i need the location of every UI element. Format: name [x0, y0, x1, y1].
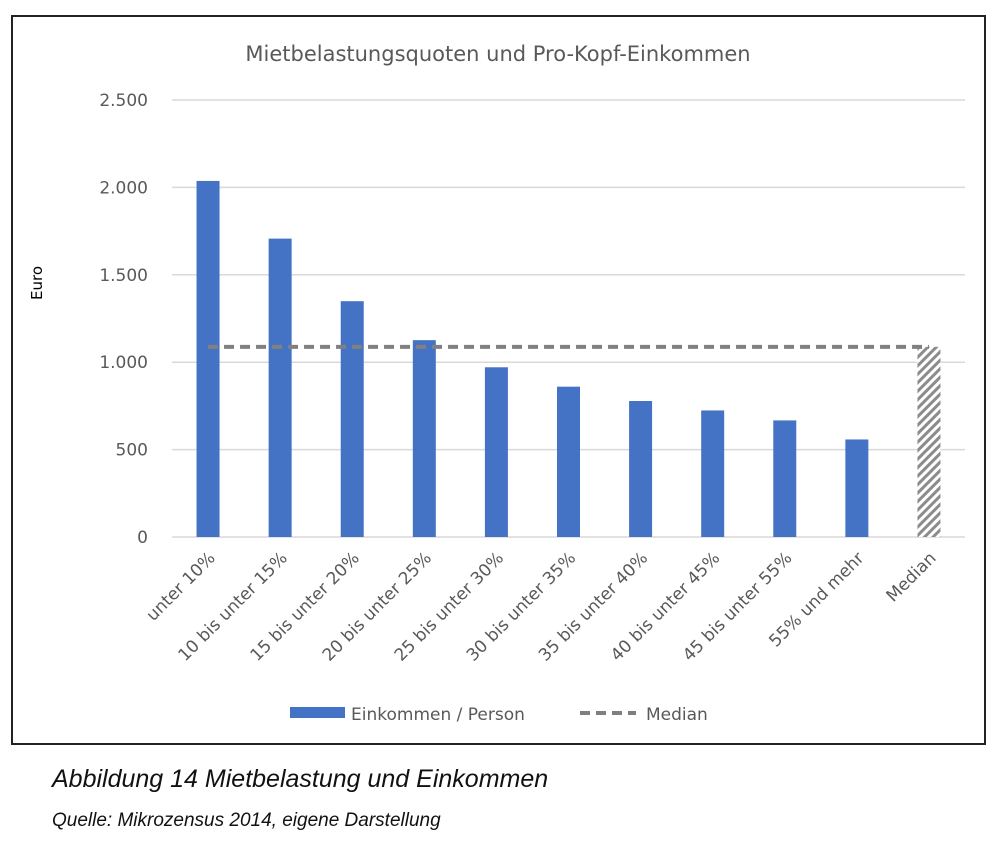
y-tick-label: 2.500 [99, 91, 148, 111]
chart-title: Mietbelastungsquoten und Pro-Kopf-Einkom… [245, 42, 750, 66]
y-tick-label: 2.000 [99, 178, 148, 198]
y-tick-label: 500 [116, 441, 148, 461]
chart: Mietbelastungsquoten und Pro-Kopf-Einkom… [28, 42, 965, 725]
legend-swatch-bar [290, 707, 345, 718]
figure-caption: Abbildung 14 Mietbelastung und Einkommen [52, 765, 549, 793]
x-tick-label: unter 10% [143, 548, 220, 625]
bar [845, 439, 869, 537]
y-tick-label: 0 [137, 528, 148, 548]
legend-label-bar: Einkommen / Person [351, 705, 525, 725]
bar [484, 367, 508, 537]
median-bar [917, 346, 941, 537]
y-tick-label: 1.000 [99, 353, 148, 373]
bar [629, 401, 653, 537]
bar [340, 301, 364, 537]
bar [557, 386, 580, 537]
figure-source: Quelle: Mikrozensus 2014, eigene Darstel… [52, 810, 441, 831]
chart-frame [11, 15, 986, 745]
y-tick-label: 1.500 [99, 266, 148, 286]
legend: Einkommen / Person Median [290, 705, 708, 725]
legend-label-median: Median [646, 705, 708, 725]
y-axis-label: Euro [28, 266, 46, 300]
bar [268, 238, 292, 537]
bar [773, 420, 797, 537]
x-tick-label: Median [883, 548, 941, 606]
bar [196, 180, 220, 537]
bar [701, 410, 725, 537]
bar [412, 340, 436, 537]
